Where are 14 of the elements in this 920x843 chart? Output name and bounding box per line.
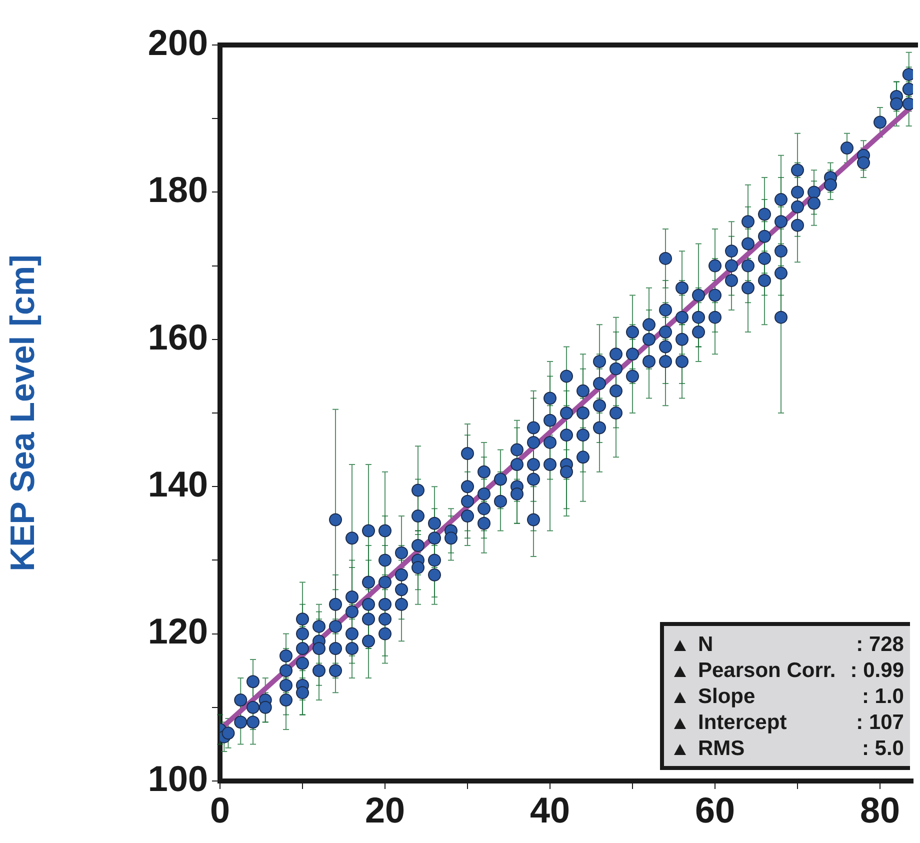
y-axis-title: KEP Sea Level [cm] [4,254,42,572]
x-tick-label: 40 [530,790,570,831]
y-tick-label: 100 [148,758,208,799]
x-tick-label: 20 [364,790,406,831]
x-tick-label: 0 [210,790,230,831]
y-tick-label: 160 [148,316,208,358]
y-tick-label: 140 [148,464,208,505]
y-tick-label: 200 [148,22,208,63]
x-tick-label: 60 [694,790,736,831]
annotation: Pearson Corr. : 0.99 [698,659,904,683]
y-tick-label: 120 [148,610,208,652]
y-tick-label: 180 [148,169,208,210]
x-tick-label: 80 [860,790,900,831]
stats-box: N : 728 Pearson Corr. : 0.99 Slope : 1.0 Intercept : 107 RMS : 5.0 [660,622,910,770]
